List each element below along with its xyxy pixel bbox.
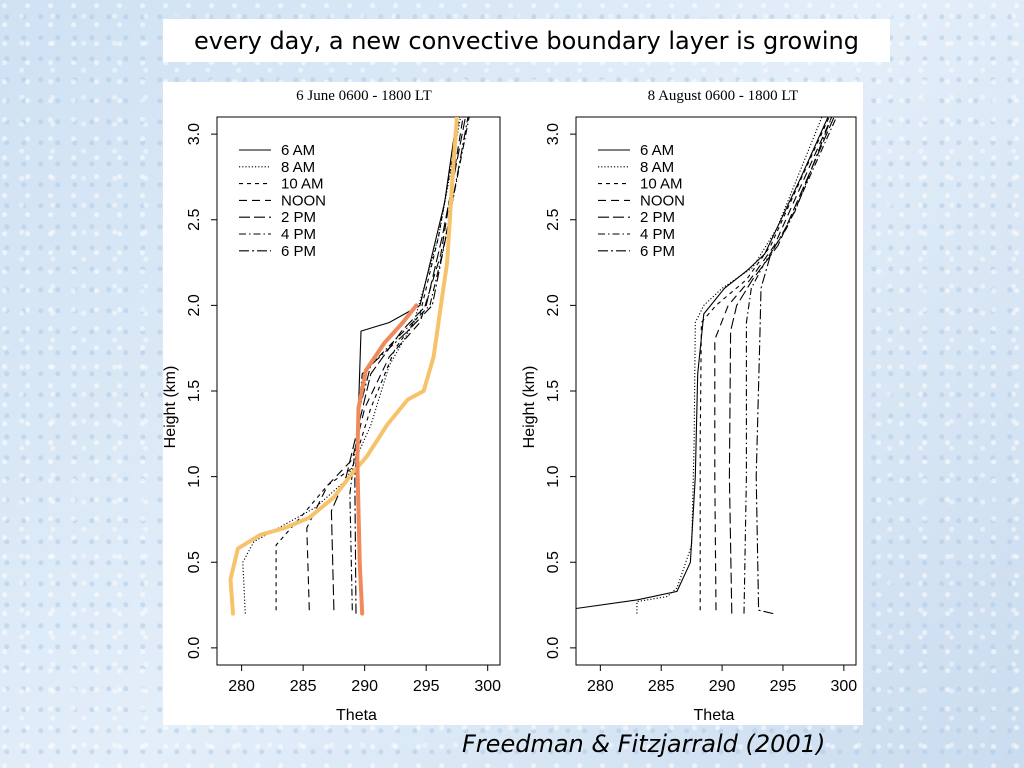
series-line-4-pm <box>743 117 838 614</box>
series-line-2-pm <box>330 117 467 611</box>
y-tick-label: 3.0 <box>186 123 203 145</box>
legend-label: NOON <box>640 192 685 209</box>
y-tick-label: 0.5 <box>545 551 562 573</box>
x-tick-label: 280 <box>228 678 255 695</box>
y-tick-label: 1.0 <box>545 465 562 487</box>
x-tick-label: 295 <box>770 678 797 695</box>
x-tick-label: 300 <box>474 678 501 695</box>
legend-label: NOON <box>281 192 326 209</box>
y-tick-label: 1.5 <box>545 380 562 402</box>
series-line-noon <box>306 117 464 611</box>
profile-charts: 6 June 0600 - 1800 LT 280 285 290 295 300 0.0 0… <box>163 88 857 724</box>
legend-label: 6 AM <box>640 142 674 159</box>
x-tick-label: 295 <box>413 678 440 695</box>
plot-frame <box>216 116 501 666</box>
legend-label: 8 AM <box>281 159 315 176</box>
series-line-4-pm <box>349 117 470 611</box>
x-tick-label: 285 <box>648 678 675 695</box>
series-line-6-am <box>576 117 829 610</box>
figure-panel: 6 June 0600 - 1800 LT 280 285 290 295 300 0.0 0… <box>163 82 863 725</box>
x-tick-label: 300 <box>830 678 857 695</box>
highlight-curve-1 <box>228 117 459 616</box>
y-tick-label: 1.5 <box>186 380 203 402</box>
y-axis-label: Height (km) <box>521 366 538 449</box>
legend-label: 6 AM <box>281 142 315 159</box>
x-axis-label: Theta <box>336 707 377 724</box>
legend-label: 8 AM <box>640 159 674 176</box>
x-tick-label: 290 <box>709 678 736 695</box>
legend-label: 4 PM <box>281 226 316 243</box>
legend-label: 10 AM <box>281 176 324 193</box>
series-line-6-am <box>357 117 458 614</box>
series-line-10-am <box>699 117 830 611</box>
y-tick-label: 0.0 <box>545 637 562 659</box>
x-tick-label: 280 <box>587 678 614 695</box>
legend-label: 10 AM <box>640 176 683 193</box>
legend-label: 6 PM <box>281 243 316 260</box>
x-tick-label: 290 <box>351 678 378 695</box>
legend-label: 4 PM <box>640 226 675 243</box>
series-line-2-pm <box>728 117 835 614</box>
series-line-6-pm <box>755 117 833 615</box>
chart-title: 6 June 0600 - 1800 LT <box>296 88 432 104</box>
x-tick-label: 285 <box>290 678 317 695</box>
y-tick-label: 0.5 <box>186 551 203 573</box>
y-tick-label: 1.0 <box>186 465 203 487</box>
legend-label: 2 PM <box>281 209 316 226</box>
y-tick-label: 2.0 <box>545 294 562 316</box>
chart-title: 8 August 0600 - 1800 LT <box>648 88 799 104</box>
chart-panel-2: 8 August 0600 - 1800 LT 280 285 290 295 300 0.… <box>521 88 857 724</box>
y-tick-label: 0.0 <box>186 637 203 659</box>
series-line-8-am <box>242 117 462 614</box>
series-line-noon <box>714 117 833 611</box>
y-tick-label: 3.0 <box>545 123 562 145</box>
legend-label: 2 PM <box>640 209 675 226</box>
chart-panel-1: 6 June 0600 - 1800 LT 280 285 290 295 300 0.0 0… <box>163 88 501 724</box>
citation: Freedman & Fitzjarrald (2001) <box>462 730 826 758</box>
x-axis-label: Theta <box>694 707 735 724</box>
highlight-curve-2 <box>355 303 419 616</box>
y-tick-label: 2.5 <box>186 209 203 231</box>
slide-title: every day, a new convective boundary lay… <box>163 19 890 62</box>
y-tick-label: 2.5 <box>545 209 562 231</box>
y-tick-label: 2.0 <box>186 294 203 316</box>
y-axis-label: Height (km) <box>163 366 179 449</box>
legend-label: 6 PM <box>640 243 675 260</box>
